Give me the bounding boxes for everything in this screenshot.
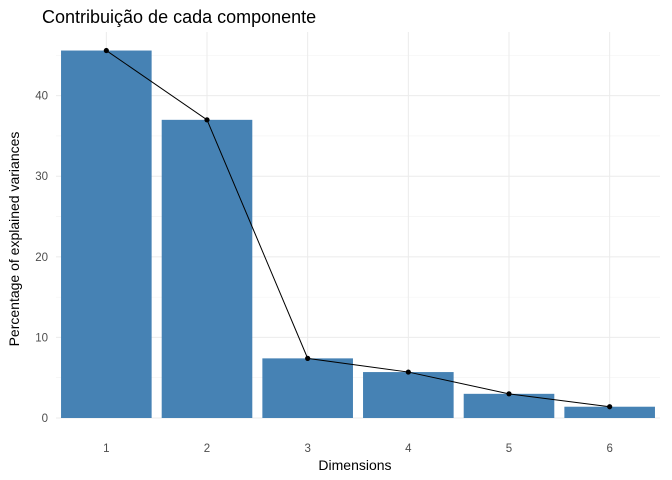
x-tick-label: 1 [103,443,109,455]
x-tick-label: 4 [405,443,412,455]
x-axis-title: Dimensions [318,457,391,473]
bar-dimension-2 [161,119,253,418]
bar-dimension-1 [61,50,152,418]
y-tick-label: 30 [35,171,48,183]
bar-dimension-4 [363,372,454,418]
y-tick-label: 10 [35,332,48,344]
point-dimension-2 [204,117,210,123]
point-dimension-1 [103,47,109,54]
x-tick-label: 5 [506,443,512,455]
y-tick-label: 40 [35,91,48,103]
bar-dimension-6 [564,406,655,418]
x-tick-label: 3 [304,443,310,455]
y-axis-title: Percentage of explained variances [6,132,22,347]
point-dimension-5 [506,391,512,397]
y-tick-label: 20 [35,252,48,264]
x-axis-ticks: 1 2 3 4 5 6 [103,443,613,455]
x-tick-label: 6 [606,443,612,455]
y-tick-label: 0 [42,413,48,425]
point-dimension-6 [607,404,613,410]
variance-polyline [106,50,610,408]
chart-title: Contribuição de cada componente [42,7,316,27]
x-tick-label: 2 [204,443,210,455]
bars [61,50,655,418]
bar-dimension-3 [262,358,353,418]
point-dimension-3 [305,355,311,361]
variance-line [103,47,613,410]
y-axis-ticks: 0 10 20 30 40 [35,91,48,425]
point-dimension-4 [405,369,411,375]
